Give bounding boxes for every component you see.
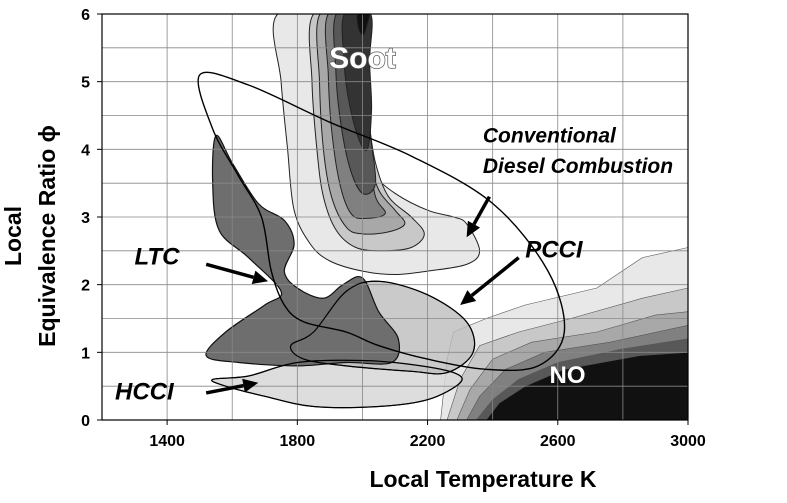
y-tick-label: 4 bbox=[81, 142, 90, 159]
hcci-outline bbox=[211, 359, 463, 409]
label-soot: Soot bbox=[329, 42, 396, 75]
x-tick-label: 1800 bbox=[280, 433, 316, 450]
y-tick-label: 2 bbox=[81, 278, 90, 295]
x-tick-label: 1400 bbox=[149, 433, 185, 450]
arrow-shaft-3 bbox=[205, 262, 255, 280]
y-tick-label: 3 bbox=[81, 210, 90, 227]
outline-layer bbox=[197, 71, 566, 409]
cdc-outline bbox=[197, 71, 566, 372]
y-tick-label: 6 bbox=[81, 7, 90, 24]
y-tick-label: 1 bbox=[81, 345, 90, 362]
arrow-head-2 bbox=[460, 290, 477, 305]
arrow-shaft-4 bbox=[205, 383, 244, 395]
soot-contour-level-7 bbox=[356, 14, 371, 36]
pcci-outline bbox=[289, 280, 476, 375]
y-tick-label: 0 bbox=[81, 413, 90, 430]
arrow-head-4 bbox=[242, 378, 259, 393]
label-ltc: LTC bbox=[135, 243, 181, 270]
label-no: NO bbox=[550, 362, 586, 389]
arrow-head-1 bbox=[466, 220, 481, 238]
arrow-shaft-2 bbox=[470, 256, 520, 297]
y-tick-label: 5 bbox=[81, 75, 90, 92]
arrow-shaft-1 bbox=[472, 195, 491, 226]
label-pcci: PCCI bbox=[525, 237, 584, 264]
x-tick-label: 2200 bbox=[410, 433, 446, 450]
y-axis-ticks: 0 1 2 3 4 5 6 bbox=[81, 7, 102, 430]
label-hcci: HCCI bbox=[115, 379, 175, 406]
arrow-layer bbox=[205, 195, 520, 395]
y-axis-title-line2: Equivalence Ratio ϕ bbox=[34, 125, 60, 347]
x-tick-label: 2600 bbox=[540, 433, 576, 450]
arrow-head-3 bbox=[251, 270, 269, 285]
x-axis-ticks: 1400 1800 2200 2600 3000 bbox=[149, 420, 706, 450]
contour-layer bbox=[205, 14, 688, 420]
x-axis-title: Local Temperature K bbox=[369, 466, 596, 492]
x-tick-label: 3000 bbox=[670, 433, 706, 450]
label-conventional: Conventional bbox=[483, 125, 617, 148]
y-axis-title-line1: Local bbox=[0, 206, 26, 266]
label-diesel-combustion: Diesel Combustion bbox=[483, 155, 673, 178]
annotation-layer: Soot NO Conventional Diesel Combustion PCCI L… bbox=[115, 41, 673, 406]
grid bbox=[102, 14, 688, 420]
